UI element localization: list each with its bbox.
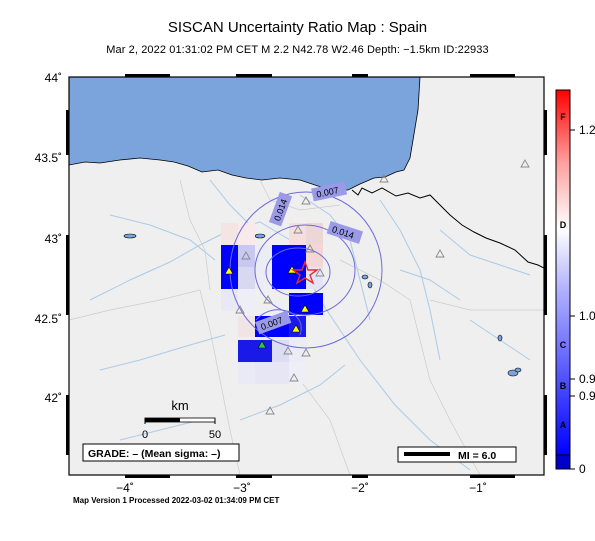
svg-text:F: F bbox=[560, 112, 566, 122]
stations-inactive bbox=[235, 159, 530, 415]
svg-text:−1˚: −1˚ bbox=[469, 481, 487, 495]
svg-text:−3˚: −3˚ bbox=[233, 481, 251, 495]
lat-labels: 44˚ 43.5˚ 43˚ 42.5˚ 42˚ bbox=[35, 71, 62, 405]
sea bbox=[69, 77, 421, 191]
svg-text:1.2: 1.2 bbox=[579, 123, 595, 137]
svg-text:43.5˚: 43.5˚ bbox=[35, 151, 62, 165]
contours bbox=[229, 191, 383, 349]
svg-text:43˚: 43˚ bbox=[45, 232, 62, 246]
svg-text:44˚: 44˚ bbox=[45, 71, 62, 85]
lon-labels: −4˚ −3˚ −2˚ −1˚ bbox=[116, 481, 487, 495]
svg-text:50: 50 bbox=[209, 429, 221, 441]
svg-text:MI = 6.0: MI = 6.0 bbox=[458, 450, 496, 462]
map-title: SISCAN Uncertainty Ratio Map : Spain bbox=[167, 19, 428, 36]
svg-text:0.9: 0.9 bbox=[579, 372, 595, 386]
svg-text:0: 0 bbox=[142, 429, 148, 441]
svg-text:0: 0 bbox=[579, 462, 586, 476]
grade-box: GRADE: – (Mean sigma: –) bbox=[82, 443, 240, 462]
svg-text:−4˚: −4˚ bbox=[116, 481, 134, 495]
svg-text:−2˚: −2˚ bbox=[351, 481, 369, 495]
mi-legend: MI = 6.0 bbox=[397, 446, 517, 463]
border bbox=[351, 187, 544, 269]
map-footer: Map Version 1 Processed 2022-03-02 01:34… bbox=[73, 496, 280, 505]
scale-bar: km 0 50 bbox=[142, 398, 221, 441]
svg-text:1.0: 1.0 bbox=[579, 309, 595, 323]
svg-text:D: D bbox=[560, 220, 567, 230]
svg-text:GRADE: – (Mean sigma: –): GRADE: – (Mean sigma: –) bbox=[88, 448, 220, 460]
frame-ticks bbox=[66, 74, 547, 478]
rivers bbox=[89, 179, 531, 471]
epicenter-star bbox=[290, 260, 320, 285]
svg-text:A: A bbox=[560, 420, 567, 430]
contour-labels: 0.007 0.014 0.014 0.007 bbox=[254, 181, 364, 335]
svg-text:B: B bbox=[560, 381, 567, 391]
svg-text:0.007: 0.007 bbox=[315, 185, 339, 199]
map-subtitle: Mar 2, 2022 01:31:02 PM CET M 2.2 N42.78… bbox=[106, 44, 489, 56]
map-area: 0.007 0.014 0.014 0.007 bbox=[69, 77, 544, 475]
svg-text:km: km bbox=[171, 398, 188, 413]
svg-text:C: C bbox=[560, 340, 567, 350]
colorbar: F D C B A 1.2 1.0 0.9 0.9 0 bbox=[555, 89, 595, 476]
svg-text:42˚: 42˚ bbox=[45, 391, 62, 405]
svg-text:42.5˚: 42.5˚ bbox=[35, 312, 62, 326]
svg-text:0.9: 0.9 bbox=[579, 389, 595, 403]
